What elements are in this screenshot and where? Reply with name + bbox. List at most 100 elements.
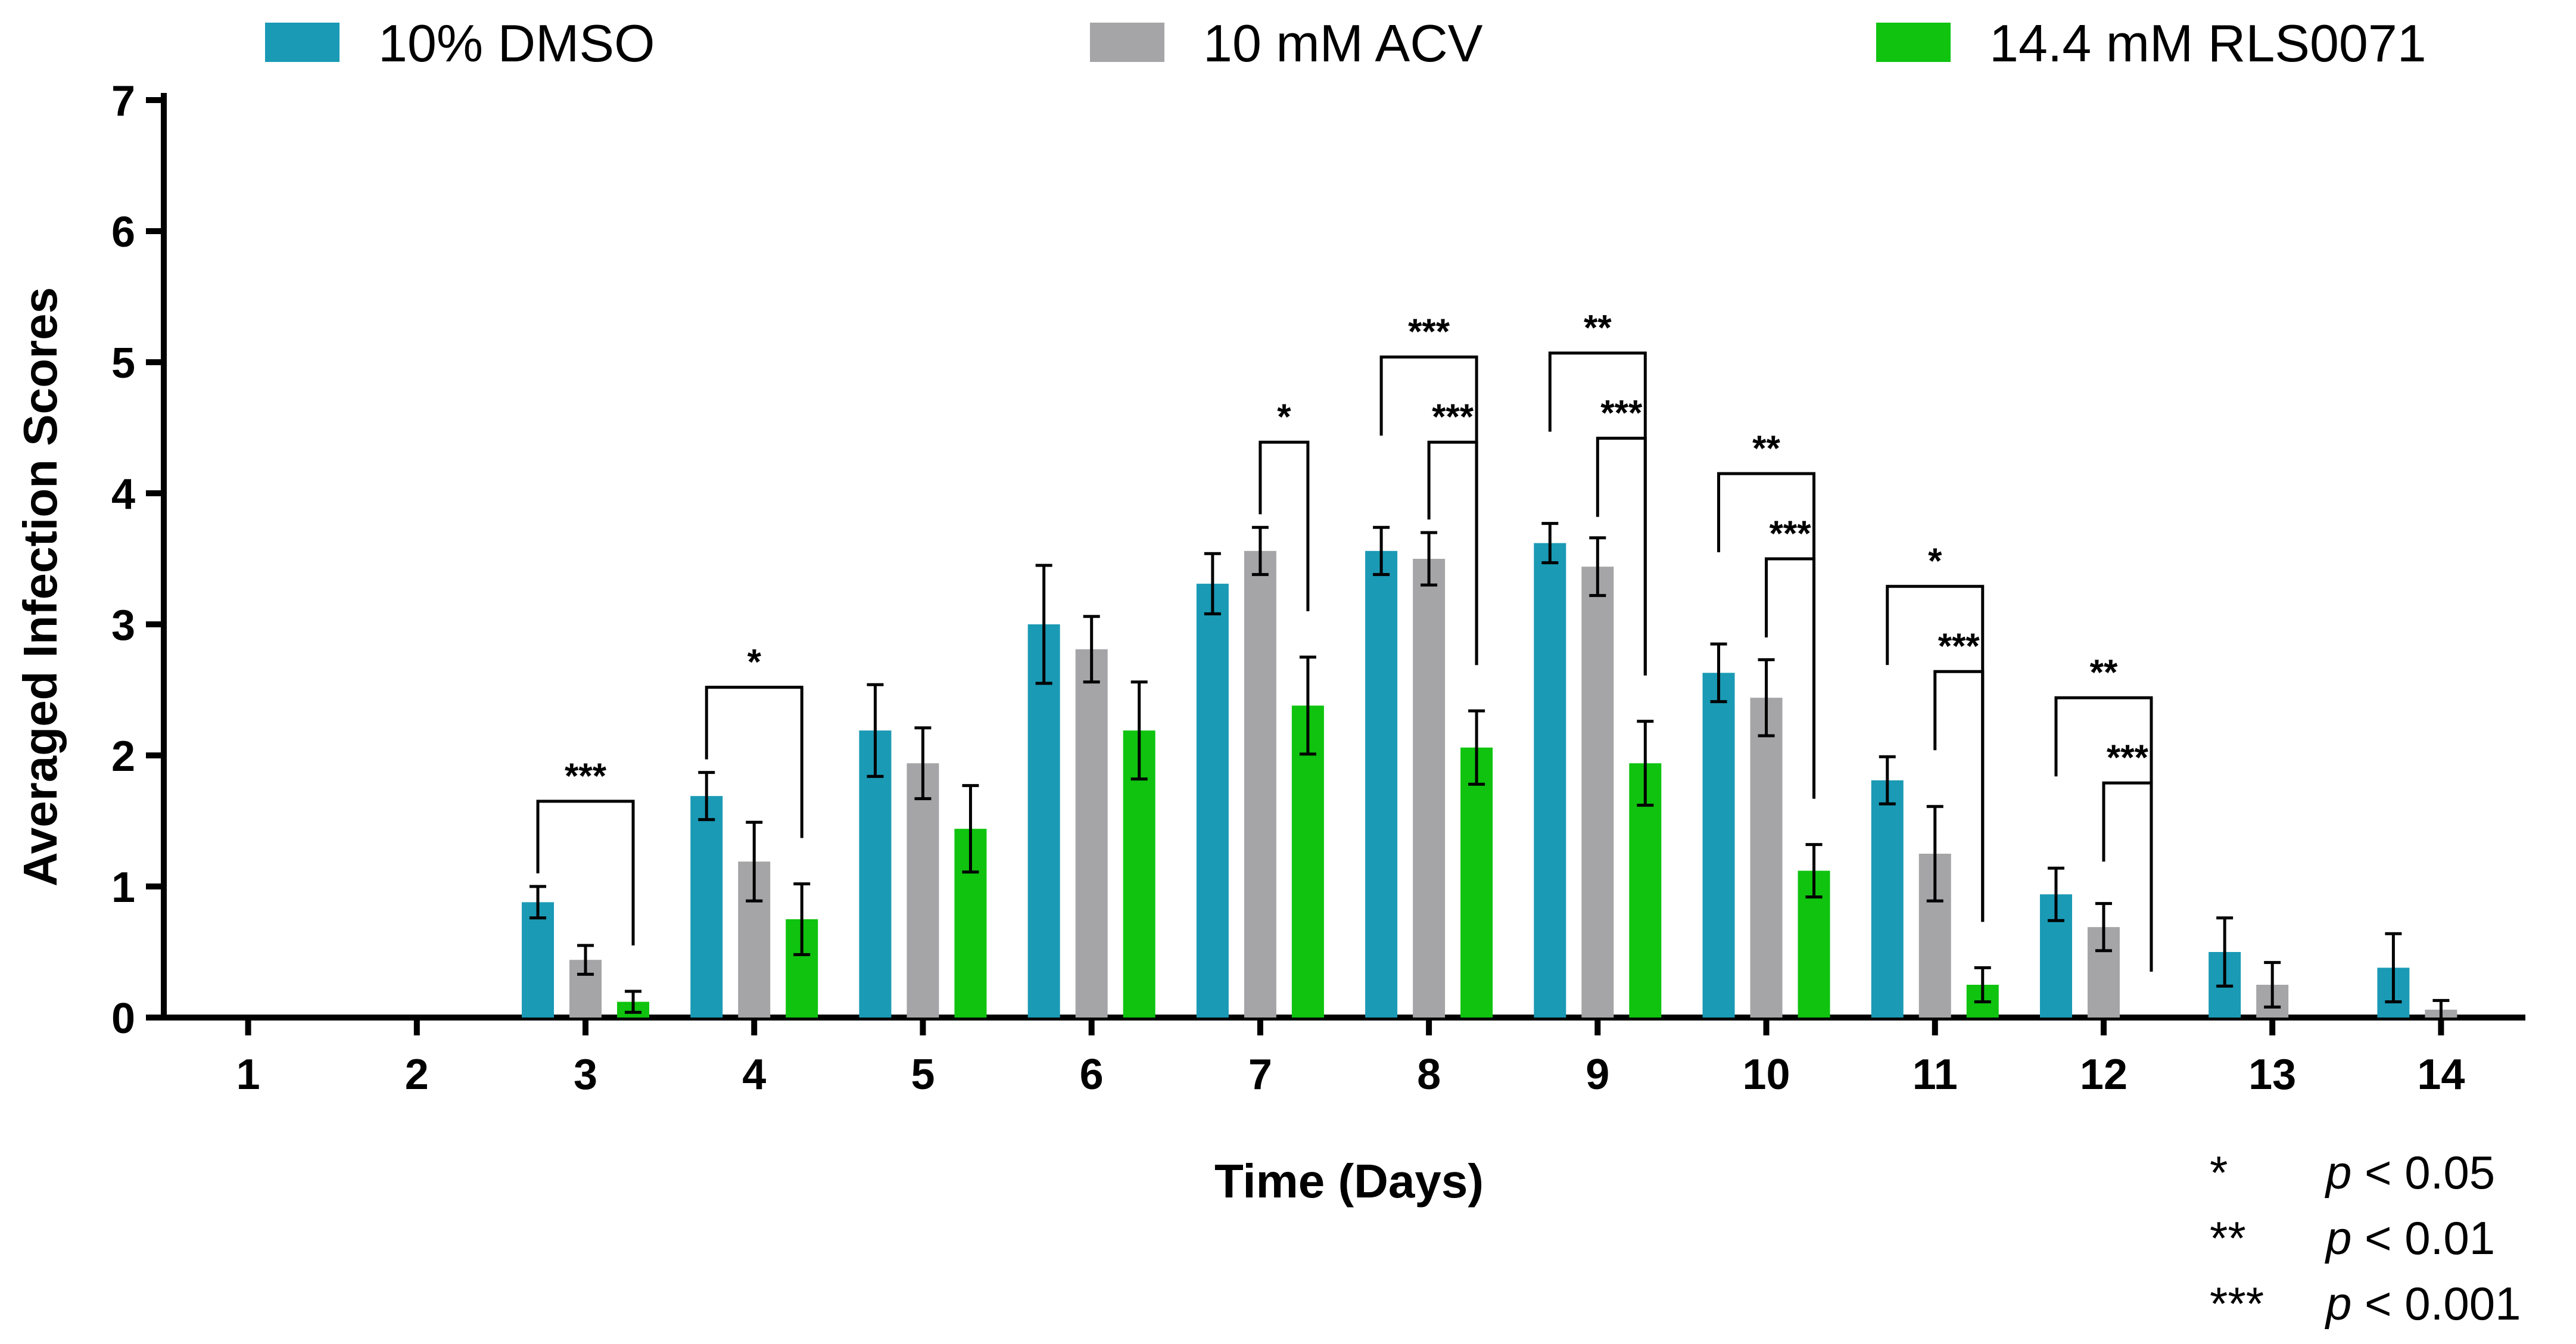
significance-bracket: **	[1717, 428, 1816, 799]
x-tick-label: 2	[405, 1051, 429, 1099]
significance-stars: ***	[1938, 626, 1980, 666]
error-bar	[1251, 525, 1269, 576]
error-bar	[1421, 531, 1438, 587]
x-axis-title: Time (Days)	[1214, 1155, 1484, 1208]
x-tick-label: 1	[236, 1051, 260, 1099]
legend-label: 10 mM ACV	[1203, 14, 1483, 73]
significance-bracket: *	[705, 642, 803, 838]
x-tick-label: 8	[1417, 1051, 1441, 1099]
error-bar	[2432, 998, 2450, 1018]
error-bar	[1926, 805, 1943, 903]
error-bar	[2216, 916, 2234, 988]
error-bar	[1468, 709, 1485, 786]
bar-0-9	[1534, 543, 1566, 1018]
legend-swatch	[1090, 23, 1164, 62]
key-stars: *	[2210, 1146, 2228, 1199]
significance-stars: **	[2090, 652, 2118, 692]
bar-1-5	[907, 763, 939, 1018]
error-bar	[1637, 720, 1654, 807]
error-bar	[1083, 615, 1100, 684]
y-tick-label: 5	[111, 340, 135, 387]
key-threshold: p < 0.05	[2325, 1146, 2495, 1199]
bar-1-6	[1075, 649, 1108, 1018]
significance-stars: ***	[1432, 397, 1474, 437]
bar-0-10	[1702, 673, 1735, 1018]
x-tick-label: 10	[1742, 1051, 1790, 1099]
y-axis-title: Averaged Infection Scores	[14, 287, 67, 886]
x-tick-label: 6	[1080, 1051, 1104, 1099]
key-row: ** p < 0.01	[2210, 1212, 2495, 1264]
significance-bracket: *	[1259, 397, 1310, 611]
bar-1-7	[1244, 550, 1276, 1018]
error-bar	[1879, 755, 1896, 805]
error-bar	[1035, 564, 1052, 685]
y-tick-label: 3	[111, 602, 135, 649]
significance-stars: *	[747, 642, 762, 682]
error-bar	[698, 771, 715, 822]
y-tick-label: 0	[111, 995, 135, 1043]
y-tick-label: 7	[111, 77, 135, 125]
bar-1-10	[1750, 698, 1783, 1018]
x-tick-label: 13	[2248, 1051, 2296, 1099]
x-tick-label: 4	[742, 1051, 766, 1099]
legend-swatch	[265, 23, 339, 62]
error-bar	[2047, 866, 2064, 922]
error-bar	[529, 885, 547, 920]
x-tick-label: 7	[1248, 1051, 1272, 1099]
significance-brackets: ***** *************************	[536, 308, 2153, 972]
bar-2-8	[1460, 747, 1493, 1018]
legend-swatch	[1876, 23, 1951, 62]
bar-0-11	[1871, 780, 1904, 1018]
key-threshold: p < 0.001	[2325, 1277, 2521, 1330]
significance-stars: **	[1752, 428, 1780, 468]
key-row: *** p < 0.001	[2210, 1277, 2521, 1330]
error-bar	[746, 820, 763, 903]
bar-0-6	[1027, 624, 1060, 1018]
error-bar	[1805, 843, 1823, 899]
bar-0-7	[1196, 583, 1229, 1018]
error-bar	[1299, 655, 1316, 756]
error-bar	[577, 944, 594, 976]
significance-stars: **	[1584, 308, 1612, 348]
significance-bracket: ***	[1379, 312, 1478, 665]
key-threshold: p < 0.01	[2325, 1212, 2495, 1264]
error-bar	[2385, 932, 2402, 1004]
y-tick-label: 4	[111, 471, 135, 518]
legend: 10% DMSO 10 mM ACV 14.4 mM RLS0071	[265, 14, 2427, 73]
significance-bracket: **	[1548, 308, 1647, 676]
error-bar	[1974, 966, 1991, 1004]
error-bar	[867, 683, 884, 778]
error-bar	[1373, 525, 1390, 576]
error-bar	[793, 882, 811, 956]
significance-stars: ***	[1408, 312, 1450, 351]
legend-item-2: 14.4 mM RLS0071	[1876, 14, 2427, 73]
error-bar	[1758, 658, 1775, 738]
bar-0-3	[522, 902, 555, 1018]
x-tick-label: 12	[2080, 1051, 2128, 1099]
error-bar	[1589, 536, 1606, 598]
significance-stars: ***	[1770, 514, 1812, 553]
key-stars: **	[2210, 1212, 2246, 1264]
error-bar	[1541, 522, 1559, 565]
x-tick-label: 11	[1912, 1051, 1958, 1099]
legend-item-0: 10% DMSO	[265, 14, 655, 73]
error-bar	[1710, 642, 1727, 704]
legend-label: 14.4 mM RLS0071	[1989, 14, 2427, 73]
x-tick-label: 3	[574, 1051, 597, 1099]
y-tick-label: 2	[111, 733, 135, 780]
x-tick-label: 9	[1586, 1051, 1609, 1099]
legend-label: 10% DMSO	[378, 14, 655, 73]
key-row: * p < 0.05	[2210, 1146, 2495, 1199]
x-tick-label: 5	[911, 1051, 935, 1099]
key-stars: ***	[2210, 1277, 2264, 1330]
significance-key: * p < 0.05 ** p < 0.01 *** p < 0.001	[2210, 1146, 2521, 1330]
y-tick-label: 1	[111, 864, 135, 911]
axis-labels: Time (Days) Averaged Infection Scores	[14, 287, 1484, 1208]
significance-stars: ***	[1600, 393, 1643, 433]
bar-0-8	[1365, 550, 1398, 1018]
significance-bracket: ***	[536, 756, 635, 945]
bar-0-5	[859, 730, 892, 1018]
error-bar	[1130, 680, 1148, 781]
bar-2-7	[1291, 705, 1324, 1018]
